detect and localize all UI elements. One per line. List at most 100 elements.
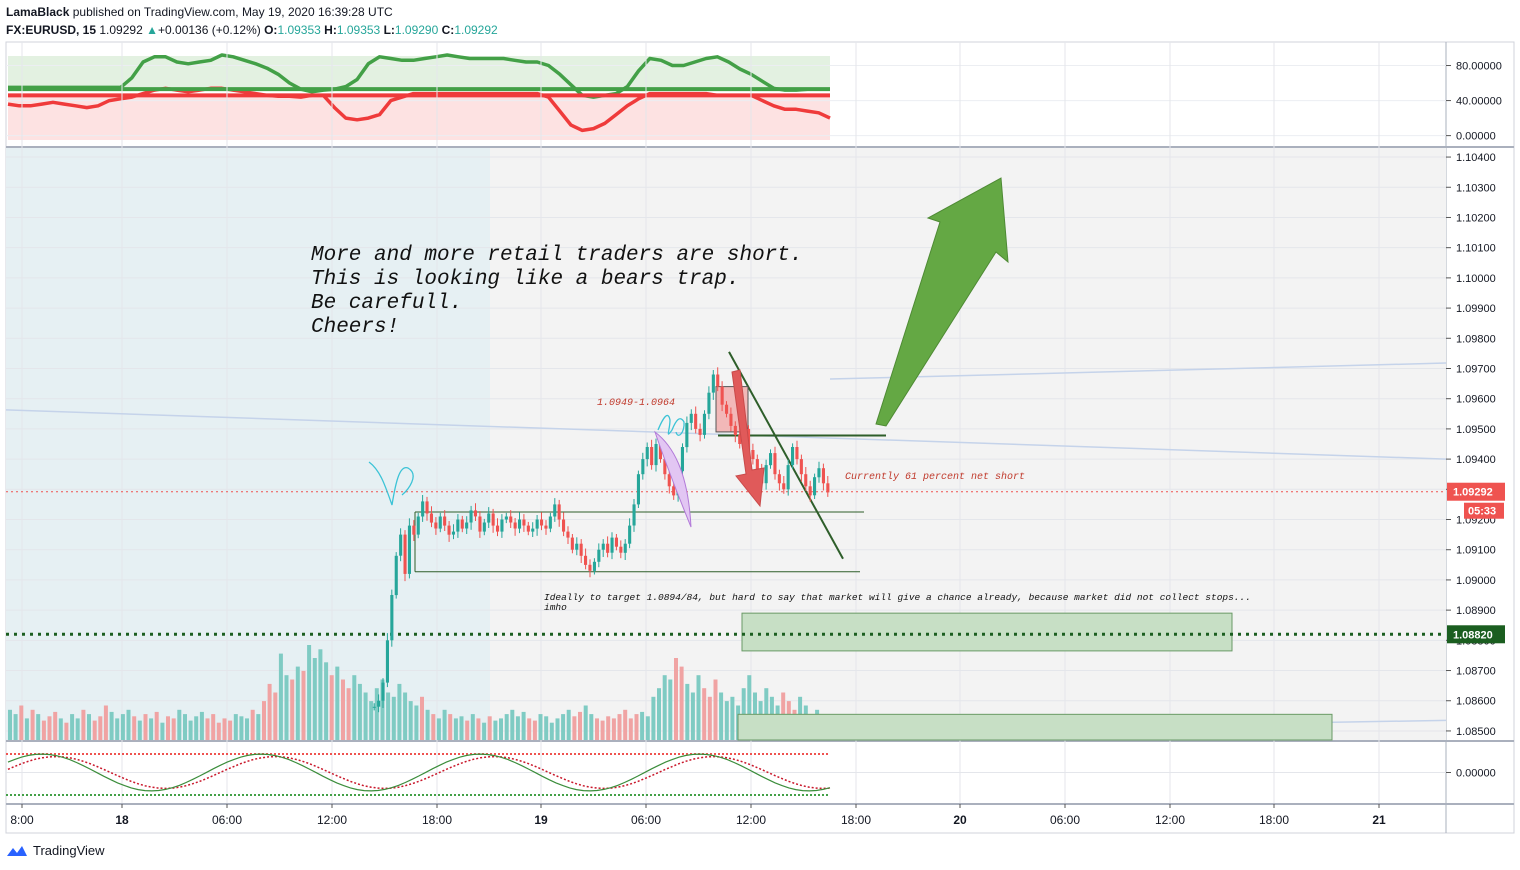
target-note-line: imho	[544, 602, 567, 613]
candle-body	[566, 531, 570, 538]
volume-bar	[425, 709, 430, 740]
candle-body	[791, 447, 795, 466]
candle-body	[447, 525, 451, 535]
volume-bar	[278, 653, 283, 740]
volume-bar	[284, 675, 289, 740]
volume-bar	[126, 709, 131, 740]
volume-bar	[572, 716, 577, 741]
candle-body	[663, 459, 667, 475]
candle-body	[390, 595, 394, 641]
candle-body	[584, 555, 588, 565]
time-tick-label: 18:00	[841, 813, 871, 827]
candle-body	[689, 413, 693, 423]
volume-bar	[318, 649, 323, 740]
time-tick-label: 18	[115, 813, 129, 827]
volume-bar	[70, 714, 75, 740]
candle-body	[562, 519, 566, 532]
volume-bar	[453, 718, 458, 740]
publish-info: LamaBlack published on TradingView.com, …	[6, 5, 393, 19]
volume-bar	[544, 716, 549, 741]
countdown-tag-label: 05:33	[1468, 506, 1496, 518]
volume-bar	[436, 718, 441, 740]
volume-bar	[476, 718, 481, 740]
volume-bar	[233, 714, 238, 740]
candle-body	[504, 516, 508, 520]
candle-body	[773, 453, 777, 475]
volume-bar	[702, 688, 707, 740]
candle-body	[579, 543, 583, 556]
volume-bar	[510, 709, 515, 740]
volume-bar	[566, 709, 571, 740]
tradingview-footer[interactable]: TradingView	[6, 843, 105, 858]
volume-bar	[482, 722, 487, 740]
price-tick-label: 1.10300	[1456, 182, 1496, 194]
time-tick-label: 06:00	[212, 813, 242, 827]
osc-tick-label: 40.00000	[1456, 96, 1502, 108]
candle-body	[821, 468, 825, 484]
candle-body	[531, 528, 535, 532]
symbol-name[interactable]: FX:EURUSD, 15	[6, 23, 97, 37]
candle-body	[636, 474, 640, 505]
candle-body	[570, 537, 574, 550]
volume-bar	[645, 716, 650, 741]
volume-bar	[199, 711, 204, 740]
candle-body	[786, 465, 790, 490]
volume-bar	[363, 692, 368, 740]
volume-bar	[171, 718, 176, 740]
candle-body	[804, 474, 808, 487]
volume-bar	[374, 688, 379, 740]
osc-green-line	[8, 53, 830, 99]
volume-bar	[600, 720, 605, 740]
candle-body	[685, 422, 689, 448]
volume-bar	[719, 692, 724, 740]
volume-bar	[120, 714, 125, 740]
price-pane[interactable]	[5, 42, 1447, 803]
volume-bar	[561, 714, 566, 740]
candle-body	[777, 474, 781, 484]
candle-body	[403, 534, 407, 574]
volume-bar	[403, 692, 408, 740]
volume-bar	[166, 716, 170, 741]
candle-body	[557, 504, 561, 520]
oscillator-pane[interactable]	[6, 53, 1446, 140]
candle-body	[795, 447, 799, 460]
volume-bar	[527, 718, 532, 740]
candle-body	[473, 510, 477, 517]
stoch-signal-line	[7, 755, 831, 790]
stochastic-pane[interactable]	[6, 753, 1446, 796]
volume-bar	[341, 679, 345, 740]
volume-bar	[595, 718, 599, 740]
candle-body	[650, 447, 654, 466]
price-tick-label: 1.10000	[1456, 273, 1496, 285]
volume-bar	[707, 696, 712, 740]
candle-body	[548, 516, 552, 529]
volume-bar	[611, 718, 616, 740]
candle-body	[513, 522, 517, 529]
candle-body	[813, 477, 817, 496]
volume-bar	[386, 692, 391, 740]
time-tick-label: 20	[953, 813, 967, 827]
volume-bar	[137, 720, 142, 740]
close-value: 1.09292	[454, 23, 498, 37]
time-tick-label: 12:00	[736, 813, 766, 827]
volume-bar	[75, 718, 80, 740]
candle-body	[421, 501, 425, 517]
volume-bar	[239, 716, 244, 741]
volume-bar	[448, 714, 453, 740]
author-name[interactable]: LamaBlack	[6, 5, 70, 19]
volume-bar	[36, 714, 41, 740]
candle-body	[540, 519, 544, 526]
trendline-down	[5, 409, 1447, 460]
volume-bar	[92, 720, 97, 740]
volume-bar	[47, 716, 52, 741]
candle-body	[667, 474, 671, 487]
time-tick-label: 19	[534, 813, 548, 827]
stoch-k-line	[7, 753, 831, 792]
volume-bar	[696, 675, 701, 740]
time-tick-label: 21	[1372, 813, 1386, 827]
price-tick-label: 1.08600	[1456, 696, 1496, 708]
price-tick-label: 1.09600	[1456, 394, 1496, 406]
candle-body	[491, 513, 495, 526]
candle-body	[575, 543, 579, 550]
